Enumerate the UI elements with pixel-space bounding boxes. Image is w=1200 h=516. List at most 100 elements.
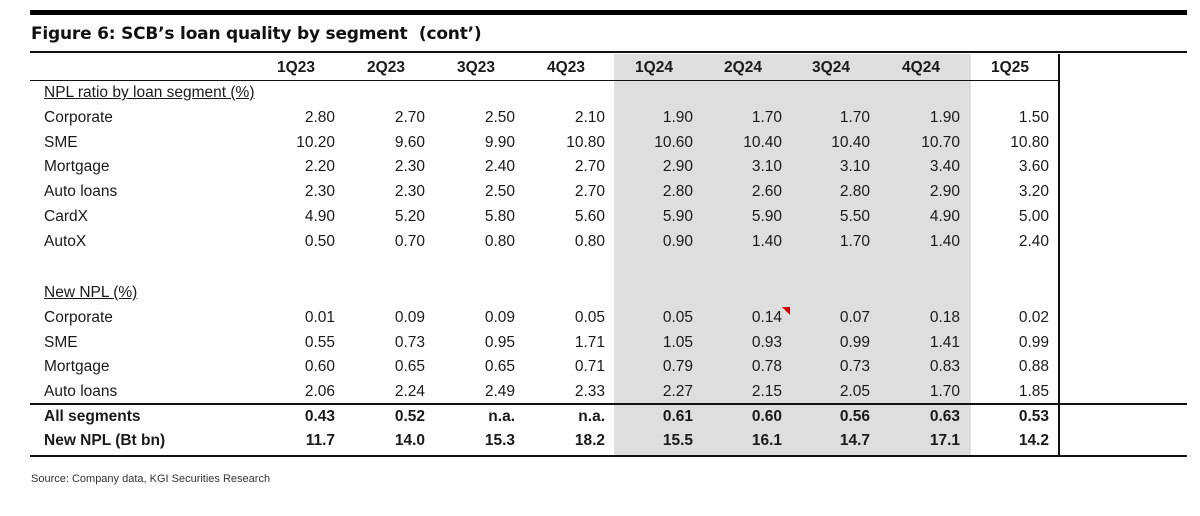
table-cell: 2.90 — [929, 183, 960, 200]
table-cell: 2.50 — [484, 109, 515, 126]
table-cell: 0.09 — [484, 309, 515, 326]
row-label: CardX — [44, 208, 88, 225]
table-cell: 1.70 — [929, 383, 960, 400]
table-cell: 0.80 — [484, 233, 515, 250]
table-cell: 1.85 — [1018, 383, 1049, 400]
table-cell: 1.90 — [929, 109, 960, 126]
table-cell: 10.70 — [921, 134, 960, 151]
table-cell: 0.80 — [574, 233, 605, 250]
column-header: 2Q24 — [724, 59, 762, 76]
column-header: 2Q23 — [367, 59, 405, 76]
table-cell: 2.05 — [839, 383, 870, 400]
comment-marker-icon — [782, 307, 790, 315]
table-cell: 5.60 — [574, 208, 605, 225]
table-cell: 0.78 — [751, 358, 782, 375]
table-cell: 2.80 — [839, 183, 870, 200]
table-cell: 0.14 — [751, 309, 782, 326]
table-cell: 2.06 — [304, 383, 335, 400]
table-cell: 2.80 — [662, 183, 693, 200]
table-cell: 2.70 — [394, 109, 425, 126]
table-cell: 0.05 — [662, 309, 693, 326]
table-cell: 1.05 — [662, 334, 693, 351]
column-header: 3Q24 — [812, 59, 850, 76]
table-cell: 1.40 — [929, 233, 960, 250]
total-cell: 0.61 — [662, 408, 693, 425]
column-header: 1Q25 — [991, 59, 1029, 76]
column-header: 1Q23 — [277, 59, 315, 76]
table-cell: 0.83 — [929, 358, 960, 375]
total-cell: 0.52 — [394, 408, 425, 425]
table-cell: 3.60 — [1018, 158, 1049, 175]
top-rule — [30, 10, 1187, 15]
column-header: 3Q23 — [457, 59, 495, 76]
total-cell: 0.43 — [304, 408, 335, 425]
total-cell: 17.1 — [929, 432, 960, 449]
table-cell: 2.27 — [662, 383, 693, 400]
total-cell: 16.1 — [751, 432, 782, 449]
table-cell: 10.80 — [566, 134, 605, 151]
table-cell: 0.71 — [574, 358, 605, 375]
table-cell: 2.40 — [484, 158, 515, 175]
row-label: Mortgage — [44, 158, 110, 175]
table-cell: 2.80 — [304, 109, 335, 126]
table-cell: 2.60 — [751, 183, 782, 200]
table-cell: 2.24 — [394, 383, 425, 400]
table-cell: 0.73 — [839, 358, 870, 375]
table-cell: 2.40 — [1018, 233, 1049, 250]
table-cell: 0.07 — [839, 309, 870, 326]
bottom-rule — [30, 455, 1187, 457]
row-label: Auto loans — [44, 183, 118, 200]
total-cell: 11.7 — [305, 432, 335, 449]
total-row-label: All segments — [44, 408, 141, 425]
table-cell: 2.20 — [304, 158, 335, 175]
section-heading: New NPL (%) — [44, 284, 138, 301]
row-label: Corporate — [44, 309, 113, 326]
table-cell: 0.79 — [662, 358, 693, 375]
table-cell: 1.70 — [751, 109, 782, 126]
table-cell: 5.80 — [484, 208, 515, 225]
table-cell: 2.49 — [484, 383, 515, 400]
total-cell: 14.7 — [839, 432, 870, 449]
totals-rule — [30, 403, 1187, 405]
total-cell: 0.56 — [839, 408, 870, 425]
table-cell: 0.95 — [484, 334, 515, 351]
title-rule — [30, 51, 1187, 53]
table-cell: 9.60 — [394, 134, 425, 151]
table-cell: 0.70 — [394, 233, 425, 250]
total-cell: 14.0 — [394, 432, 425, 449]
table-cell: 2.15 — [751, 383, 782, 400]
table-cell: 0.99 — [1018, 334, 1049, 351]
table-cell: 2.30 — [304, 183, 335, 200]
table-cell: 1.41 — [929, 334, 960, 351]
table-cell: 3.10 — [839, 158, 870, 175]
table-cell: 5.20 — [394, 208, 425, 225]
figure-title: Figure 6: SCB’s loan quality by segment … — [31, 24, 482, 44]
total-cell: n.a. — [488, 408, 515, 425]
row-label: SME — [44, 334, 78, 351]
table-cell: 0.05 — [574, 309, 605, 326]
table-cell: 2.90 — [662, 158, 693, 175]
table-cell: 2.70 — [574, 183, 605, 200]
table-cell: 10.40 — [831, 134, 870, 151]
table-cell: 2.10 — [574, 109, 605, 126]
row-label: SME — [44, 134, 78, 151]
table-cell: 3.20 — [1018, 183, 1049, 200]
table-cell: 0.73 — [394, 334, 425, 351]
total-cell: 15.5 — [662, 432, 693, 449]
total-row-label: New NPL (Bt bn) — [44, 432, 166, 449]
table-cell: 10.20 — [296, 134, 335, 151]
table-cell: 4.90 — [304, 208, 335, 225]
table-cell: 2.50 — [484, 183, 515, 200]
table-cell: 9.90 — [484, 134, 515, 151]
table-cell: 0.01 — [304, 309, 335, 326]
table-cell: 10.40 — [743, 134, 782, 151]
total-cell: 14.2 — [1018, 432, 1049, 449]
table-cell: 0.50 — [304, 233, 335, 250]
row-label: AutoX — [44, 233, 87, 250]
header-underline — [30, 80, 1060, 81]
source-note: Source: Company data, KGI Securities Res… — [31, 473, 271, 485]
table-cell: 0.18 — [929, 309, 960, 326]
table-cell: 0.88 — [1018, 358, 1049, 375]
row-label: Mortgage — [44, 358, 110, 375]
right-column-divider — [1058, 54, 1060, 455]
